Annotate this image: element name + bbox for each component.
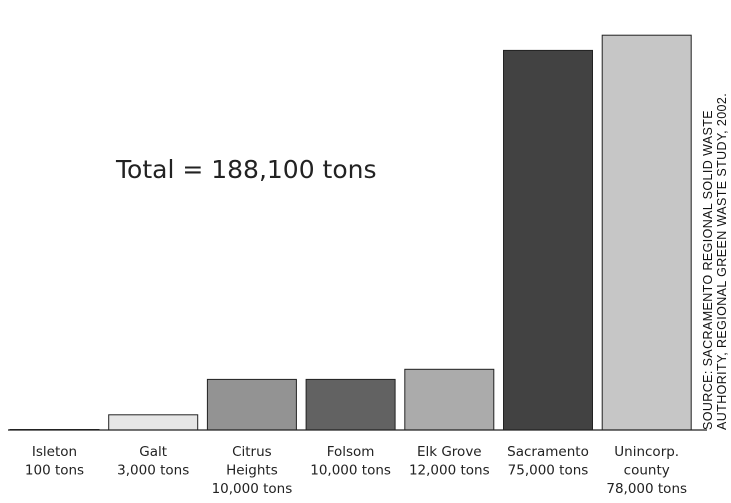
category-label-line: Isleton <box>32 444 77 460</box>
category-label-line: Unincorp. <box>614 444 679 460</box>
category-label: Sacramento 75,000 tons <box>507 444 589 479</box>
bar-folsom <box>305 378 396 431</box>
bar-elk-grove <box>404 368 495 431</box>
category-label-line: 100 tons <box>25 463 84 479</box>
category-label-line: Heights <box>226 463 278 479</box>
category-label-line: Sacramento <box>507 444 589 460</box>
source-line-2: AUTHORITY, REGIONAL GREEN WASTE STUDY, 2… <box>715 93 729 430</box>
category-label: Galt 3,000 tons <box>117 444 189 479</box>
category-label-line: 10,000 tons <box>212 481 293 497</box>
category-label: Elk Grove 12,000 tons <box>409 444 490 479</box>
bar-sacramento <box>503 49 593 431</box>
category-label-line: 10,000 tons <box>310 463 391 479</box>
bar-citrus <box>206 378 297 431</box>
category-label-line: 75,000 tons <box>508 463 589 479</box>
bar-galt <box>108 414 199 431</box>
category-label-line: 78,000 tons <box>606 481 687 497</box>
total-annotation: Total = 188,100 tons <box>115 155 377 184</box>
category-label-line: 3,000 tons <box>117 463 189 479</box>
category-label-line: 12,000 tons <box>409 463 490 479</box>
category-label-line: Galt <box>139 444 167 460</box>
category-label: Unincorp. county 78,000 tons <box>606 444 687 497</box>
bar-unincorp <box>601 34 692 431</box>
category-label: Folsom 10,000 tons <box>310 444 391 479</box>
category-label-line: Folsom <box>327 444 375 460</box>
category-label: Citrus Heights 10,000 tons <box>212 444 293 497</box>
source-line-1: SOURCE: SACRAMENTO REGIONAL SOLID WASTE <box>701 110 715 430</box>
source-note: SOURCE: SACRAMENTO REGIONAL SOLID WASTE … <box>701 93 729 430</box>
category-label: Isleton 100 tons <box>25 444 84 479</box>
category-label-line: Citrus <box>232 444 272 460</box>
category-label-line: county <box>624 463 670 479</box>
category-labels: Isleton 100 tons Galt 3,000 tons Citrus Heigh… <box>25 444 687 497</box>
category-label-line: Elk Grove <box>417 444 482 460</box>
bars-layer <box>9 34 692 431</box>
